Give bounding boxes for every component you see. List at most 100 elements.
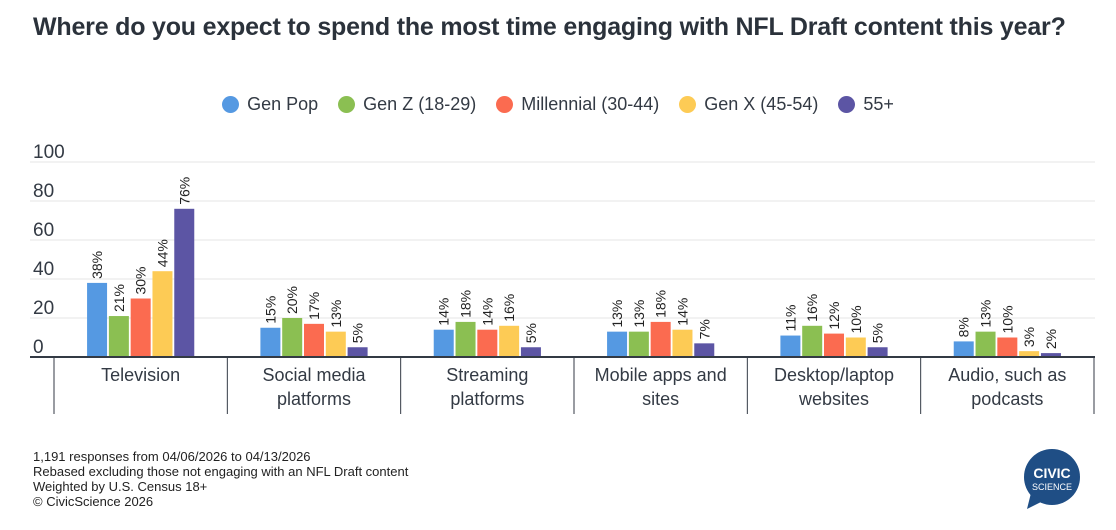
data-label: 44%: [154, 239, 170, 267]
bar: [1019, 351, 1040, 357]
bar: [672, 329, 693, 357]
bar: [325, 331, 346, 357]
data-label: 2%: [1043, 329, 1059, 349]
data-label: 16%: [804, 294, 820, 322]
legend-item-gen-z[interactable]: Gen Z (18-29): [338, 94, 476, 115]
bar: [845, 337, 866, 357]
bar: [628, 331, 649, 357]
data-label: 21%: [111, 284, 127, 312]
data-label: 10%: [848, 305, 864, 333]
x-tick-label: sites: [642, 389, 679, 409]
logo-line2: SCIENCE: [1032, 482, 1072, 492]
bar: [997, 337, 1018, 357]
legend-label: 55+: [863, 94, 894, 114]
footnote-weighted: Weighted by U.S. Census 18+: [33, 479, 208, 494]
data-label: 30%: [133, 266, 149, 294]
data-label: 20%: [284, 286, 300, 314]
logo-line1: CIVIC: [1033, 465, 1070, 481]
bar: [607, 331, 628, 357]
data-label: 13%: [978, 300, 994, 328]
data-label: 15%: [262, 296, 278, 324]
bar: [304, 323, 324, 357]
bar: [433, 329, 454, 357]
footnote-responses: 1,191 responses from 04/06/2026 to 04/13…: [33, 449, 311, 464]
bar: [1040, 353, 1061, 357]
bar: [477, 329, 498, 357]
data-label: 13%: [328, 300, 344, 328]
bar: [347, 347, 368, 357]
data-label: 11%: [782, 305, 798, 332]
bar: [455, 321, 476, 357]
bar: [780, 335, 801, 357]
data-label: 17%: [306, 292, 322, 320]
legend-label: Millennial (30-44): [521, 94, 660, 114]
x-tick-label: Streaming: [446, 365, 528, 385]
bar: [520, 347, 541, 357]
bar: [867, 347, 888, 357]
y-tick-label: 60: [33, 220, 54, 241]
bar: [282, 318, 303, 357]
data-label: 8%: [956, 317, 972, 337]
data-label: 13%: [609, 300, 625, 328]
legend-dot-icon: [838, 96, 856, 113]
bar: [87, 282, 108, 357]
data-label: 5%: [523, 323, 539, 343]
legend-label: Gen X (45-54): [704, 94, 819, 114]
legend-item-millennial[interactable]: Millennial (30-44): [496, 94, 659, 115]
y-tick-label: 40: [33, 259, 54, 280]
bar: [650, 321, 671, 357]
y-tick-label: 0: [33, 337, 44, 358]
legend-dot-icon: [679, 96, 697, 113]
bar: [694, 343, 715, 357]
bar: [152, 271, 173, 357]
data-label: 13%: [631, 300, 647, 328]
data-label: 14%: [674, 298, 690, 326]
legend-dot-icon: [222, 96, 240, 113]
bar: [130, 298, 151, 357]
legend-item-gen-pop[interactable]: Gen Pop: [222, 94, 318, 115]
data-label: 18%: [653, 290, 669, 318]
data-label: 38%: [89, 251, 105, 279]
x-tick-label: Television: [101, 365, 180, 385]
y-tick-label: 80: [33, 181, 54, 202]
bar: [108, 316, 129, 357]
x-tick-label: podcasts: [971, 389, 1043, 409]
bar: [499, 325, 520, 357]
bar: [975, 331, 996, 357]
legend: Gen Pop Gen Z (18-29) Millennial (30-44)…: [0, 94, 1116, 115]
x-tick-label: Audio, such as: [948, 365, 1066, 385]
bar: [802, 325, 823, 357]
bar: [953, 341, 974, 357]
footnotes: 1,191 responses from 04/06/2026 to 04/13…: [33, 449, 408, 509]
data-label: 5%: [870, 323, 886, 343]
data-label: 3%: [1021, 327, 1037, 347]
data-label: 12%: [826, 302, 842, 330]
legend-label: Gen Z (18-29): [363, 94, 477, 114]
legend-item-55-plus[interactable]: 55+: [838, 94, 894, 115]
footnote-rebased: Rebased excluding those not engaging wit…: [33, 464, 409, 479]
x-tick-label: platforms: [450, 389, 524, 409]
data-label: 5%: [350, 323, 366, 343]
chart-title: Where do you expect to spend the most ti…: [33, 13, 1066, 41]
legend-item-gen-x[interactable]: Gen X (45-54): [679, 94, 818, 115]
data-label: 76%: [176, 177, 192, 205]
legend-dot-icon: [496, 96, 514, 113]
bar: [174, 208, 195, 357]
x-tick-label: websites: [798, 389, 869, 409]
data-label: 14%: [479, 298, 495, 326]
x-tick-label: Social media: [262, 365, 366, 385]
x-tick-label: platforms: [277, 389, 351, 409]
civicscience-logo: CIVIC SCIENCE: [1024, 449, 1080, 509]
data-label: 10%: [999, 305, 1015, 333]
data-label: 16%: [501, 294, 517, 322]
data-label: 14%: [436, 298, 452, 326]
legend-label: Gen Pop: [247, 94, 319, 114]
y-tick-label: 100: [33, 142, 65, 163]
x-tick-label: Desktop/laptop: [774, 365, 894, 385]
data-label: 7%: [696, 319, 712, 339]
y-tick-label: 20: [33, 298, 54, 319]
bar: [260, 327, 281, 357]
x-tick-label: Mobile apps and: [595, 365, 727, 385]
data-label: 18%: [458, 290, 474, 318]
